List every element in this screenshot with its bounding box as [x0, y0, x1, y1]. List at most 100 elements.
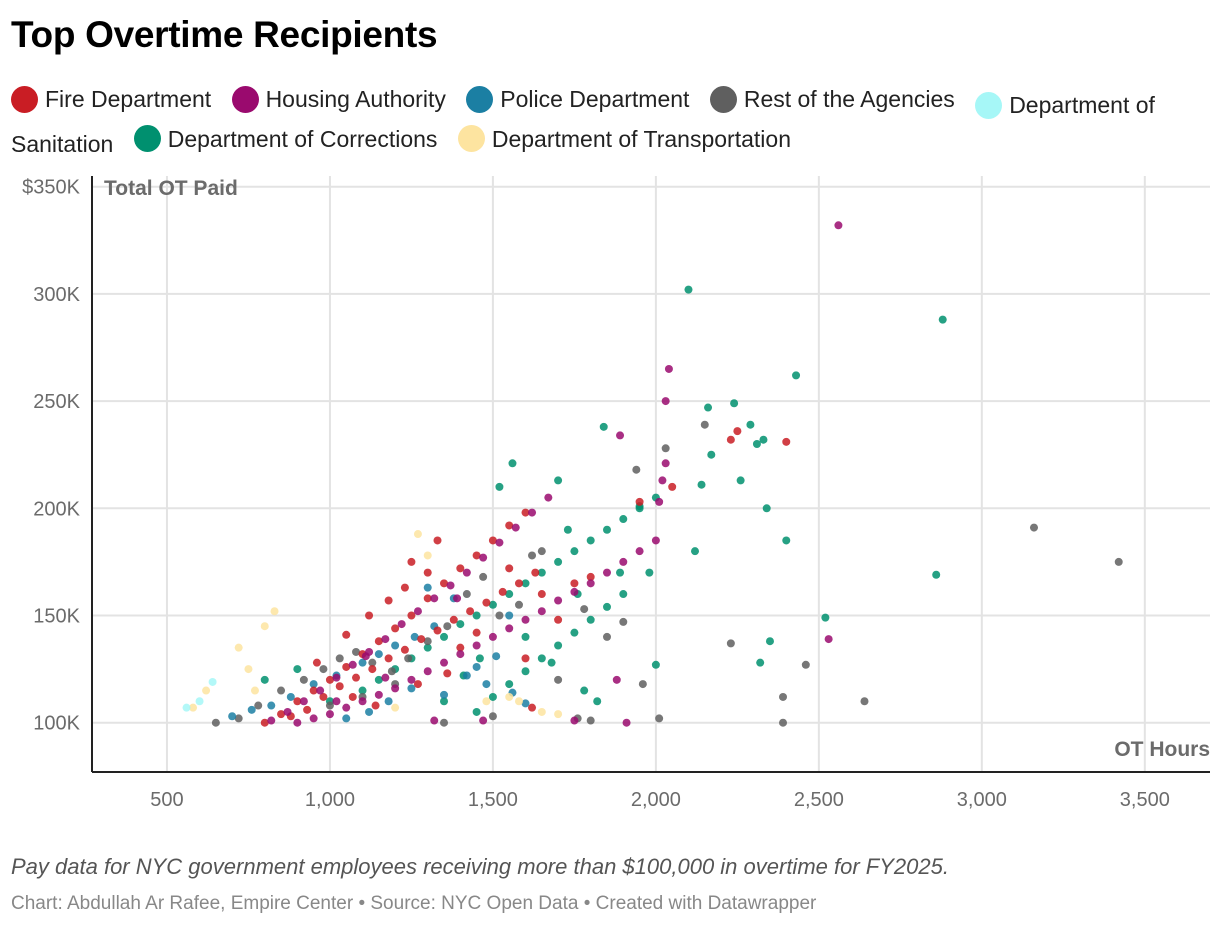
legend-item-police-department[interactable]: Police Department	[466, 82, 689, 116]
data-point	[514, 579, 523, 588]
data-point	[537, 590, 546, 599]
data-point	[733, 427, 742, 436]
data-point	[325, 710, 334, 719]
data-point	[267, 716, 276, 725]
data-point	[521, 632, 530, 641]
data-point	[707, 450, 716, 459]
data-point	[514, 697, 523, 706]
data-point	[417, 635, 426, 644]
data-point	[782, 536, 791, 545]
data-point	[430, 716, 439, 725]
data-point	[440, 718, 449, 727]
data-point	[482, 680, 491, 689]
data-point	[195, 697, 204, 706]
data-point	[554, 710, 563, 719]
data-point	[635, 547, 644, 556]
y-tick-label: 300K	[33, 284, 80, 306]
data-point	[495, 538, 504, 547]
data-point	[488, 632, 497, 641]
x-axis-title: OT Hours	[1114, 738, 1210, 761]
data-point	[482, 598, 491, 607]
data-point	[554, 476, 563, 485]
data-point	[303, 705, 312, 714]
data-point	[312, 658, 321, 667]
data-point	[726, 639, 735, 648]
data-point	[440, 658, 449, 667]
data-point	[528, 508, 537, 517]
data-point	[342, 714, 351, 723]
data-point	[632, 465, 641, 474]
data-point	[456, 650, 465, 659]
data-point	[570, 547, 579, 556]
legend-item-rest-of-agencies[interactable]: Rest of the Agencies	[709, 82, 955, 116]
data-point	[472, 611, 481, 620]
data-point	[779, 692, 788, 701]
data-point	[453, 594, 462, 603]
data-point	[293, 718, 302, 727]
data-point	[726, 435, 735, 444]
data-point	[619, 590, 628, 599]
data-point	[586, 572, 595, 581]
data-point	[801, 660, 810, 669]
data-point	[554, 615, 563, 624]
data-point	[423, 667, 432, 676]
data-point	[309, 680, 318, 689]
data-point	[384, 697, 393, 706]
data-point	[860, 697, 869, 706]
data-point	[746, 420, 755, 429]
data-point	[446, 581, 455, 590]
data-point	[462, 568, 471, 577]
data-point	[423, 637, 432, 646]
data-point	[440, 579, 449, 588]
data-point	[792, 371, 801, 380]
data-point	[440, 697, 449, 706]
data-point	[348, 660, 357, 669]
data-point	[821, 613, 830, 622]
legend-swatch-corrections	[133, 125, 161, 152]
data-point	[182, 703, 191, 712]
data-point	[365, 707, 374, 716]
data-point	[505, 521, 514, 530]
data-point	[586, 716, 595, 725]
data-point	[335, 654, 344, 663]
data-point	[283, 707, 292, 716]
data-point	[521, 654, 530, 663]
y-axis-title: Total OT Paid	[104, 177, 238, 200]
data-point	[449, 615, 458, 624]
data-point	[479, 553, 488, 562]
data-point	[684, 285, 693, 294]
x-tick-label: 2,500	[794, 789, 844, 811]
data-point	[505, 680, 514, 689]
data-point	[554, 596, 563, 605]
legend-item-fire-department[interactable]: Fire Department	[11, 82, 211, 116]
data-point	[381, 635, 390, 644]
legend-item-corrections[interactable]: Department of Corrections	[133, 122, 437, 156]
legend-item-transportation[interactable]: Department of Transportation	[457, 122, 791, 156]
x-tick-label: 2,000	[631, 789, 681, 811]
data-point	[472, 662, 481, 671]
data-point	[407, 675, 416, 684]
data-point	[267, 701, 276, 710]
data-point	[664, 364, 673, 373]
data-point	[325, 675, 334, 684]
data-point	[384, 654, 393, 663]
data-point	[332, 697, 341, 706]
data-point	[482, 697, 491, 706]
legend-label: Police Department	[500, 86, 690, 112]
data-point	[586, 579, 595, 588]
data-point	[661, 459, 670, 468]
data-point	[521, 579, 530, 588]
data-point	[423, 568, 432, 577]
data-point	[619, 515, 628, 524]
data-point	[293, 665, 302, 674]
legend-item-housing-authority[interactable]: Housing Authority	[231, 82, 446, 116]
data-point	[410, 632, 419, 641]
legend-item-sanitation[interactable]: Department of Sanitation	[11, 91, 1155, 157]
data-point	[1029, 523, 1038, 532]
data-point	[521, 667, 530, 676]
data-point	[391, 684, 400, 693]
data-point	[472, 551, 481, 560]
data-point	[616, 431, 625, 440]
data-point	[309, 714, 318, 723]
data-point	[293, 697, 302, 706]
